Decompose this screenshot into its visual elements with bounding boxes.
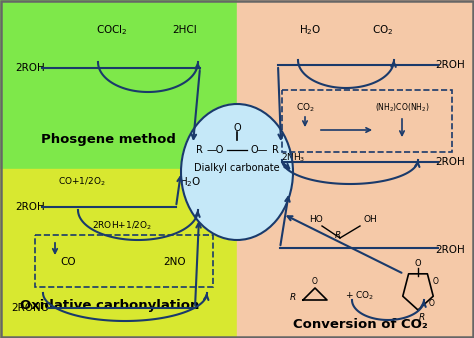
Text: COCl$_2$: COCl$_2$ (96, 23, 128, 37)
Text: O: O (233, 123, 241, 133)
Text: Conversion of CO₂: Conversion of CO₂ (292, 318, 428, 332)
Text: O: O (415, 260, 421, 268)
Text: O: O (312, 277, 318, 287)
Text: O: O (433, 277, 439, 287)
Bar (0, 0, 237, 169)
Text: Dialkyl carbonate: Dialkyl carbonate (194, 163, 280, 173)
Text: R: R (335, 232, 341, 241)
Text: H$_2$O: H$_2$O (299, 23, 321, 37)
Text: R: R (419, 314, 425, 322)
Ellipse shape (181, 104, 293, 240)
Text: CO+1/2O$_2$: CO+1/2O$_2$ (58, 176, 106, 188)
Text: (NH$_2$)CO(NH$_2$): (NH$_2$)CO(NH$_2$) (375, 102, 429, 114)
Text: O: O (429, 299, 435, 309)
Text: 2ROH+1/2O$_2$: 2ROH+1/2O$_2$ (92, 220, 152, 232)
Text: R: R (272, 145, 278, 155)
Text: HO: HO (309, 216, 323, 224)
Text: 2NH$_3$: 2NH$_3$ (281, 152, 305, 164)
Text: OH: OH (363, 216, 377, 224)
Text: R: R (290, 293, 296, 303)
Text: Oxidative carbonylation: Oxidative carbonylation (20, 298, 200, 312)
Bar (237, 0, 474, 169)
Text: O—: O— (250, 145, 268, 155)
Text: CO$_2$: CO$_2$ (372, 23, 394, 37)
Text: 2RONO: 2RONO (11, 303, 49, 313)
Bar (0, 169, 237, 338)
Text: 2ROH: 2ROH (435, 157, 465, 167)
Text: —O: —O (206, 145, 224, 155)
Text: 2HCl: 2HCl (173, 25, 197, 35)
Text: CO: CO (60, 257, 76, 267)
Text: 2ROH: 2ROH (435, 245, 465, 255)
Text: 2ROH: 2ROH (15, 202, 45, 212)
Text: R: R (196, 145, 202, 155)
Text: H$_2$O: H$_2$O (179, 175, 201, 189)
Text: CO$_2$: CO$_2$ (296, 102, 314, 114)
Text: 2ROH: 2ROH (15, 63, 45, 73)
Text: + CO$_2$: + CO$_2$ (346, 290, 374, 302)
Text: 2NO: 2NO (164, 257, 186, 267)
Text: 2ROH: 2ROH (435, 60, 465, 70)
Bar (237, 169, 474, 338)
Text: Phosgene method: Phosgene method (41, 134, 175, 146)
